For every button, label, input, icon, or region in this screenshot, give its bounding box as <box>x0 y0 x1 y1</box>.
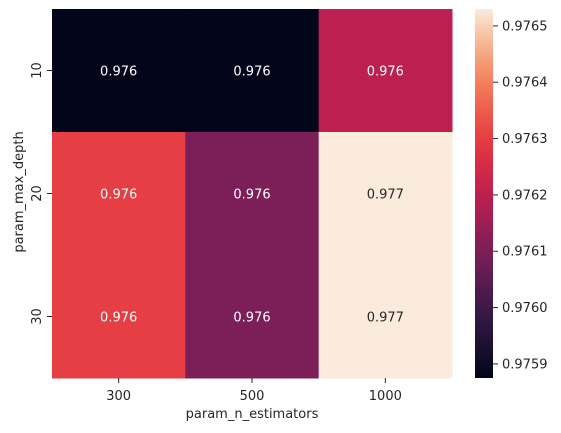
cell-value-label: 0.976 <box>100 65 137 80</box>
heatmap-cell-labels: 0.976 0.976 0.976 0.976 0.976 0.977 0.976 0.976… <box>100 65 404 326</box>
heatmap-cell <box>185 9 320 133</box>
cell-value-label: 0.976 <box>233 188 270 203</box>
y-tick-label: 10 <box>30 62 45 79</box>
heatmap-cell <box>52 255 186 379</box>
cell-value-label: 0.976 <box>100 311 137 326</box>
heatmap-cell <box>318 132 453 256</box>
colorbar-tick-label: 0.9765 <box>502 19 548 34</box>
cell-value-label: 0.977 <box>367 311 404 326</box>
y-tick-label: 20 <box>30 185 45 202</box>
x-tick-label: 500 <box>240 389 265 404</box>
heatmap-cell <box>185 132 320 256</box>
y-axis-ticks: 10 20 30 <box>30 62 52 325</box>
colorbar-tick-label: 0.9762 <box>502 188 548 203</box>
colorbar <box>475 9 493 378</box>
heatmap-cells <box>52 9 453 379</box>
cell-value-label: 0.976 <box>367 65 404 80</box>
colorbar-tick-label: 0.9763 <box>502 132 548 147</box>
colorbar-tick-label: 0.9764 <box>502 76 548 91</box>
cell-value-label: 0.976 <box>233 311 270 326</box>
cell-value-label: 0.976 <box>233 65 270 80</box>
colorbar-tick-label: 0.9759 <box>502 357 548 372</box>
heatmap-cell <box>318 255 453 379</box>
cell-value-label: 0.976 <box>100 188 137 203</box>
x-tick-label: 300 <box>106 389 131 404</box>
colorbar-tick-label: 0.9761 <box>502 245 548 260</box>
x-tick-label: 1000 <box>369 389 402 404</box>
cell-value-label: 0.977 <box>367 188 404 203</box>
heatmap-cell <box>185 255 320 379</box>
x-axis-ticks: 300 500 1000 <box>106 378 402 404</box>
colorbar-ticks: 0.9759 0.9760 0.9761 0.9762 0.9763 0.9764 0.97… <box>493 19 548 372</box>
heatmap-cell <box>52 132 186 256</box>
x-axis-label: param_n_estimators <box>186 407 319 422</box>
heatmap-cell <box>318 9 453 133</box>
y-tick-label: 30 <box>30 308 45 325</box>
colorbar-tick-label: 0.9760 <box>502 301 548 316</box>
y-axis-label: param_max_depth <box>12 131 27 252</box>
heatmap-cell <box>52 9 186 133</box>
